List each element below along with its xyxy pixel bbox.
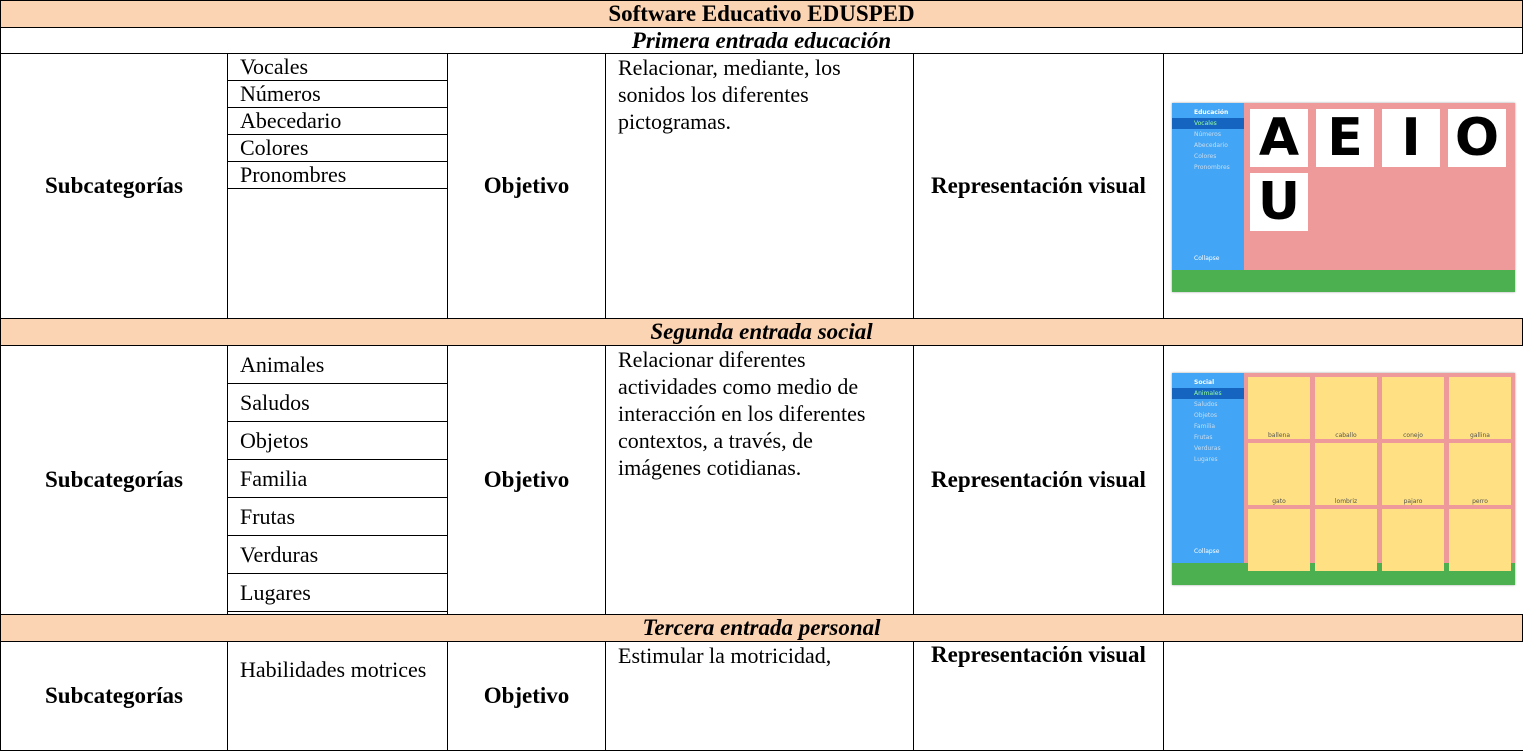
sidebar-item: Vocales [1172, 118, 1244, 129]
bottom-nav [1172, 270, 1515, 292]
sidebar-item: Verduras [1194, 445, 1221, 452]
subcategory: Verduras [228, 536, 447, 574]
objective-label: Objetivo [447, 641, 606, 751]
picture-tile: caballo [1315, 377, 1377, 439]
letter-tile: E [1316, 108, 1374, 168]
picture-tile: gallina [1449, 377, 1511, 439]
sidebar-item: Objetos [1194, 412, 1218, 419]
section-heading: Primera entrada educación [0, 27, 1523, 54]
picture-tile: ballena [1248, 377, 1310, 439]
sidebar-item: Frutas [1194, 434, 1213, 441]
sidebar-collapse: Collapse [1194, 255, 1220, 262]
picture-tile [1248, 509, 1310, 571]
objective-text: Estimular la motricidad, [605, 641, 914, 751]
sidebar-item: Abecedario [1194, 142, 1228, 149]
sidebar-item: Lugares [1194, 456, 1218, 463]
table-title: Software Educativo EDUSPED [0, 0, 1523, 28]
letter-tile: I [1382, 108, 1440, 168]
sidebar-item: Animales [1172, 388, 1244, 399]
subcategory: Colores [228, 135, 447, 162]
letter-tile: A [1250, 108, 1308, 168]
subcategories-label: Subcategorías [0, 345, 228, 615]
sidebar-item: Pronombres [1194, 164, 1230, 171]
visual-label: Representación visual [913, 641, 1164, 751]
picture-tile: lombriz [1315, 443, 1377, 505]
letter-tile: O [1448, 108, 1506, 168]
sidebar-collapse: Collapse [1194, 548, 1220, 555]
subcategory-list: Vocales Números Abecedario Colores Pronombre… [227, 53, 448, 319]
subcategory: Números [228, 81, 447, 108]
visual-label: Representación visual [913, 345, 1164, 615]
subcategory: Lugares [228, 574, 447, 612]
subcategory-list: Habilidades motrices [227, 641, 448, 751]
picture-tile: perro [1449, 443, 1511, 505]
objective-text: Relacionar diferentes actividades como m… [605, 345, 914, 615]
sidebar: Social Animales Saludos Objetos Familia Fruta… [1172, 373, 1244, 563]
picture-tile: pajaro [1382, 443, 1444, 505]
sidebar-item: Colores [1194, 153, 1217, 160]
subcategory-list: Animales Saludos Objetos Familia Frutas Verdu… [227, 345, 448, 615]
picture-tile: gato [1248, 443, 1310, 505]
subcategory: Saludos [228, 384, 447, 422]
sidebar-title: Educación [1194, 109, 1229, 116]
picture-tile: conejo [1382, 377, 1444, 439]
sidebar: Educación Vocales Números Abecedario Colores… [1172, 103, 1244, 270]
visual-label: Representación visual [913, 53, 1164, 319]
subcategory: Frutas [228, 498, 447, 536]
subcategory: Habilidades motrices [240, 656, 427, 682]
picture-tile [1315, 509, 1377, 571]
sidebar-item: Familia [1194, 423, 1216, 430]
sidebar-item: Números [1194, 131, 1221, 138]
subcategory: Familia [228, 460, 447, 498]
subcategory: Objetos [228, 422, 447, 460]
app-screenshot: Social Animales Saludos Objetos Familia Fruta… [1172, 373, 1515, 585]
section-heading: Tercera entrada personal [0, 614, 1523, 642]
section-heading: Segunda entrada social [0, 318, 1523, 346]
objective-text: Relacionar, mediante, los sonidos los di… [605, 53, 914, 319]
subcategory: Pronombres [228, 162, 447, 189]
objective-label: Objetivo [447, 345, 606, 615]
objective-label: Objetivo [447, 53, 606, 319]
subcategory: Abecedario [228, 108, 447, 135]
app-screenshot: Educación Vocales Números Abecedario Colores… [1172, 103, 1515, 292]
sidebar-item: Saludos [1194, 401, 1218, 408]
subcategory: Animales [228, 346, 447, 384]
visual-cell [1163, 641, 1523, 751]
subcategory: Vocales [228, 54, 447, 81]
picture-tile [1449, 509, 1511, 571]
subcategories-label: Subcategorías [0, 53, 228, 319]
letter-tile: U [1250, 172, 1308, 232]
sidebar-title: Social [1194, 379, 1215, 386]
picture-tile [1382, 509, 1444, 571]
subcategories-label: Subcategorías [0, 641, 228, 751]
